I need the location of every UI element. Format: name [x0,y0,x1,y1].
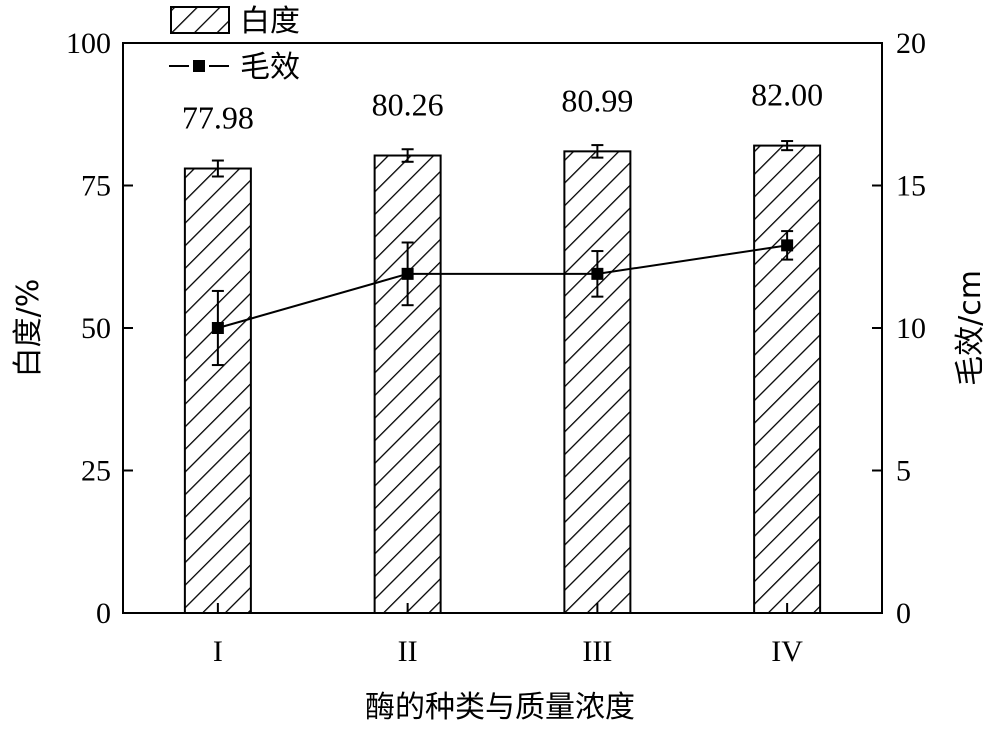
bar-I [183,167,252,614]
legend-label-line: 毛效 [240,50,300,85]
labels-layer: 77.98 80.26 80.99 82.00 [182,77,823,136]
bar-III [563,150,632,614]
y2-tick-label: 15 [896,170,926,203]
legend-swatch-bar [170,6,230,34]
y-tick-label: 100 [66,27,111,60]
bars-layer [183,144,822,614]
y2-tick-label: 20 [896,27,926,60]
x-tick-label: I [213,635,223,668]
y-tick-label: 25 [81,455,111,488]
error-bars-layer [211,140,794,178]
bar-value-label-IV: 82.00 [751,77,823,113]
x-axis-title: 酶的种类与质量浓度 [365,690,635,725]
legend: 白度 毛效 [169,4,300,85]
line-point-IV [781,239,794,252]
bar-value-label-II: 80.26 [372,87,444,123]
bar-IV [753,144,822,614]
y-tick-label: 50 [81,312,111,345]
y-tick-label: 75 [81,170,111,203]
line-point-I [211,322,224,334]
line-point-III [591,267,604,280]
legend-swatch-marker [193,60,205,72]
legend-label-bar: 白度 [240,4,300,39]
y-axis-title: 白度/% [11,279,46,378]
x-tick-label: II [398,635,418,668]
y2-tick-label: 5 [896,455,911,488]
y2-axis-title: 毛效/cm [953,270,988,386]
y-tick-label: 0 [96,597,111,630]
bar-value-label-I: 77.98 [182,100,254,136]
x-tick-label: IV [771,635,803,668]
x-tick-label: III [582,635,612,668]
y2-tick-label: 10 [896,312,926,345]
line-series-path [217,244,788,329]
line-series-layer [211,230,794,367]
bar-value-label-III: 80.99 [561,82,633,118]
bar-II [373,154,442,614]
y2-tick-label: 0 [896,597,911,630]
line-point-II [401,267,414,280]
